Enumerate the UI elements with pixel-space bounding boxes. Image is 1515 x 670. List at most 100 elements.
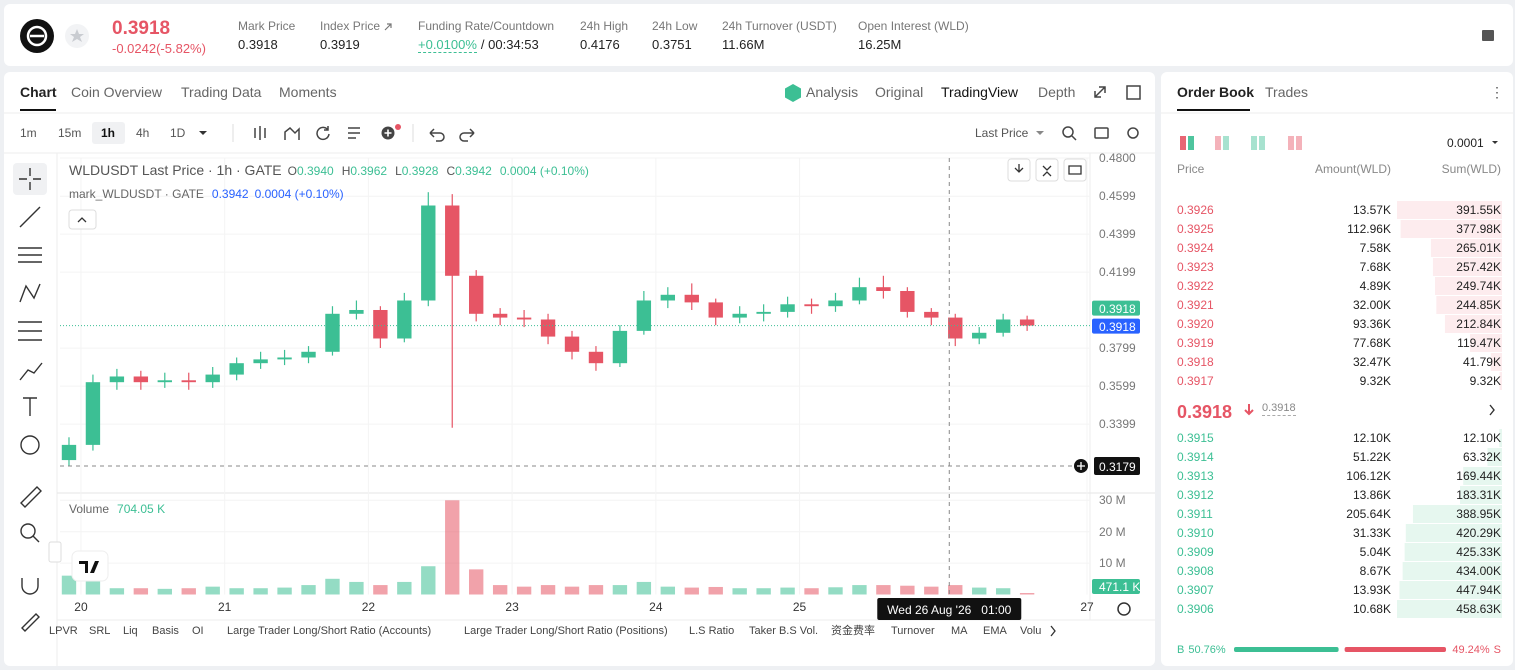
indicator-tab[interactable]: Large Trader Long/Short Ratio (Positions… — [464, 625, 668, 637]
dropdown-arrow[interactable] — [1036, 131, 1044, 135]
chart-tab[interactable]: Coin Overview — [71, 84, 163, 100]
view-tab[interactable]: TradingView — [941, 84, 1019, 100]
view-tab[interactable]: Depth — [1038, 84, 1076, 100]
candle-body — [61, 444, 77, 461]
text-tool[interactable] — [23, 397, 37, 416]
collapse-button[interactable] — [68, 209, 97, 230]
indicator-tab[interactable]: Liq — [123, 625, 138, 637]
emoji-tool[interactable] — [20, 435, 40, 455]
indicator-tab[interactable]: L.S Ratio — [689, 625, 735, 637]
interval[interactable]: 15m — [58, 126, 82, 140]
scroll-left[interactable] — [48, 541, 62, 563]
scroll-right[interactable] — [1050, 625, 1056, 637]
ob-price[interactable]: 0.3919 — [1177, 336, 1214, 350]
ob-price[interactable]: 0.3913 — [1177, 469, 1214, 483]
indicator-tab[interactable]: 资金费率 — [831, 625, 875, 637]
window-icon[interactable] — [1126, 85, 1141, 100]
fullscreen-icon[interactable] — [1094, 86, 1106, 98]
pen-tool[interactable] — [21, 613, 40, 632]
replay-icon[interactable] — [316, 126, 330, 141]
ob-sum: 41.79K — [1462, 355, 1501, 369]
chart-tab[interactable]: Trading Data — [181, 84, 262, 100]
ob-tab[interactable]: Order Book — [1177, 84, 1255, 100]
chart-tab[interactable]: Chart — [20, 84, 57, 100]
view-tab[interactable]: Analysis — [806, 84, 859, 100]
candle-body — [756, 311, 771, 314]
ob-price[interactable]: 0.3922 — [1177, 279, 1214, 293]
crosshair-price-label: 0.3179 — [1099, 459, 1136, 474]
ob-price[interactable]: 0.3915 — [1177, 431, 1214, 445]
pane-button[interactable] — [1063, 158, 1087, 182]
ob-price[interactable]: 0.3907 — [1177, 583, 1214, 597]
indicator-tab[interactable]: LPVR — [49, 625, 78, 637]
settings-icon[interactable] — [1117, 602, 1131, 616]
candle-body — [469, 275, 484, 314]
book-layout-icon[interactable] — [1288, 136, 1294, 150]
legend-value: 0.3942 — [455, 164, 492, 178]
ob-price[interactable]: 0.3911 — [1177, 507, 1213, 521]
ob-price[interactable]: 0.3910 — [1177, 526, 1214, 540]
stat-value: 0.4176 — [580, 37, 620, 52]
interval[interactable]: 1h — [101, 126, 116, 140]
ob-price[interactable]: 0.3920 — [1177, 317, 1214, 331]
template-icon[interactable] — [348, 127, 360, 139]
expand-arrow[interactable] — [1489, 404, 1495, 416]
ob-price[interactable]: 0.3918 — [1177, 355, 1214, 369]
pattern-tool[interactable] — [19, 283, 41, 303]
indicator-tab[interactable]: Large Trader Long/Short Ratio (Accounts) — [227, 625, 432, 637]
indicator-tab[interactable]: MA — [951, 625, 968, 637]
candle-body — [181, 380, 196, 383]
book-layout-icon[interactable] — [1215, 136, 1221, 150]
indicator-tab[interactable]: Taker B.S Vol. — [749, 625, 819, 637]
ob-price[interactable]: 0.3914 — [1177, 450, 1214, 464]
ruler-tool[interactable] — [20, 486, 42, 508]
crosshair-tool[interactable] — [19, 168, 41, 190]
redo-icon[interactable] — [459, 128, 475, 142]
badge — [395, 124, 401, 130]
ob-price[interactable]: 0.3909 — [1177, 545, 1214, 559]
undo-icon[interactable] — [429, 128, 445, 142]
trendline-tool[interactable] — [19, 206, 41, 228]
ob-price[interactable]: 0.3926 — [1177, 203, 1214, 217]
dropdown-arrow[interactable] — [1492, 141, 1498, 144]
precision[interactable]: 0.0001 — [1447, 136, 1484, 150]
fib-tool[interactable] — [18, 247, 42, 263]
interval[interactable]: 1D — [170, 126, 186, 140]
ob-price[interactable]: 0.3908 — [1177, 564, 1214, 578]
candle-body — [277, 357, 292, 360]
brush-tool[interactable] — [19, 362, 43, 381]
indicator-tab[interactable]: Volu — [1020, 625, 1042, 637]
indicator-tab[interactable]: Basis — [152, 625, 179, 637]
magnet-tool[interactable] — [21, 578, 39, 595]
indicator-icon[interactable] — [284, 126, 300, 140]
indicator-tab[interactable]: OI — [192, 625, 204, 637]
chart-tab[interactable]: Moments — [279, 84, 337, 100]
ob-price[interactable]: 0.3912 — [1177, 488, 1214, 502]
indicator-tab[interactable]: SRL — [89, 625, 111, 637]
price-type[interactable]: Last Price — [975, 126, 1029, 140]
interval[interactable]: 4h — [136, 126, 150, 140]
ob-price[interactable]: 0.3924 — [1177, 241, 1214, 255]
ob-price[interactable]: 0.3921 — [1177, 298, 1214, 312]
volume-legend: Volume 704.05 K — [69, 501, 165, 517]
candle-icon[interactable] — [254, 126, 266, 140]
search-icon[interactable] — [1062, 126, 1074, 138]
book-layout-icon[interactable] — [1251, 136, 1257, 150]
zoom-tool[interactable] — [20, 523, 36, 539]
interval[interactable]: 1m — [20, 126, 37, 140]
ob-price[interactable]: 0.3917 — [1177, 374, 1214, 388]
camera-icon[interactable] — [1094, 127, 1109, 139]
dropdown-arrow[interactable] — [199, 131, 207, 135]
view-tab[interactable]: Original — [875, 84, 924, 100]
notebook-icon[interactable] — [1482, 30, 1494, 41]
indicator-tab[interactable]: EMA — [983, 625, 1007, 637]
settings-icon[interactable] — [1127, 127, 1139, 139]
projection-tool[interactable] — [18, 321, 42, 341]
book-layout-icon[interactable] — [1180, 136, 1186, 150]
ob-price[interactable]: 0.3906 — [1177, 602, 1214, 616]
stat-value: 0.3919 — [320, 37, 360, 52]
ob-price[interactable]: 0.3923 — [1177, 260, 1214, 274]
ob-tab[interactable]: Trades — [1265, 84, 1309, 100]
indicator-tab[interactable]: Turnover — [891, 625, 935, 637]
ob-price[interactable]: 0.3925 — [1177, 222, 1214, 236]
